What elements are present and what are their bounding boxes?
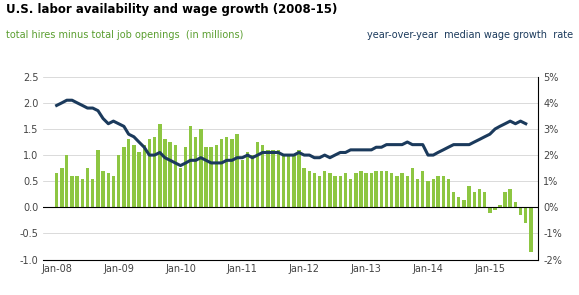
Bar: [472, 192, 476, 207]
Bar: [91, 178, 94, 207]
Bar: [514, 202, 517, 207]
Bar: [137, 153, 141, 207]
Bar: [297, 150, 301, 207]
Bar: [179, 168, 182, 207]
Bar: [421, 171, 424, 207]
Bar: [519, 207, 522, 215]
Bar: [437, 176, 439, 207]
Bar: [385, 171, 388, 207]
Bar: [478, 189, 481, 207]
Bar: [246, 153, 250, 207]
Bar: [261, 145, 265, 207]
Bar: [339, 176, 342, 207]
Text: U.S. labor availability and wage growth (2008-15): U.S. labor availability and wage growth …: [6, 3, 337, 16]
Bar: [401, 173, 404, 207]
Bar: [307, 171, 311, 207]
Bar: [503, 192, 507, 207]
Bar: [204, 147, 208, 207]
Bar: [380, 171, 383, 207]
Bar: [375, 171, 378, 207]
Bar: [467, 186, 471, 207]
Bar: [215, 145, 218, 207]
Bar: [65, 155, 68, 207]
Bar: [431, 178, 435, 207]
Bar: [498, 205, 501, 207]
Bar: [416, 178, 419, 207]
Bar: [426, 181, 430, 207]
Bar: [241, 160, 244, 207]
Bar: [292, 155, 295, 207]
Bar: [390, 173, 394, 207]
Text: total hires minus total job openings  (in millions): total hires minus total job openings (in…: [6, 30, 243, 40]
Bar: [75, 176, 79, 207]
Bar: [142, 145, 146, 207]
Bar: [457, 197, 460, 207]
Bar: [80, 178, 84, 207]
Bar: [488, 207, 492, 213]
Bar: [117, 155, 120, 207]
Bar: [158, 124, 162, 207]
Bar: [302, 168, 306, 207]
Bar: [395, 176, 398, 207]
Bar: [483, 192, 486, 207]
Bar: [86, 168, 89, 207]
Bar: [55, 173, 58, 207]
Bar: [127, 140, 130, 207]
Bar: [163, 140, 167, 207]
Bar: [230, 140, 234, 207]
Bar: [210, 147, 213, 207]
Bar: [112, 176, 115, 207]
Bar: [122, 147, 126, 207]
Bar: [277, 150, 280, 207]
Bar: [174, 145, 177, 207]
Bar: [411, 168, 414, 207]
Bar: [334, 176, 337, 207]
Bar: [524, 207, 527, 223]
Bar: [344, 173, 347, 207]
Bar: [60, 168, 64, 207]
Bar: [349, 178, 352, 207]
Bar: [107, 173, 110, 207]
Bar: [251, 155, 254, 207]
Bar: [236, 134, 239, 207]
Bar: [462, 199, 466, 207]
Bar: [529, 207, 533, 252]
Bar: [272, 150, 274, 207]
Bar: [266, 150, 270, 207]
Bar: [220, 140, 223, 207]
Bar: [199, 129, 203, 207]
Bar: [508, 189, 512, 207]
Bar: [256, 142, 259, 207]
Bar: [406, 176, 409, 207]
Bar: [493, 207, 497, 210]
Bar: [148, 140, 151, 207]
Bar: [323, 171, 327, 207]
Bar: [96, 150, 100, 207]
Bar: [189, 126, 192, 207]
Bar: [225, 137, 229, 207]
Bar: [354, 173, 357, 207]
Bar: [318, 176, 321, 207]
Bar: [101, 171, 105, 207]
Bar: [364, 173, 368, 207]
Bar: [71, 176, 74, 207]
Bar: [446, 178, 450, 207]
Bar: [194, 137, 197, 207]
Bar: [282, 155, 285, 207]
Bar: [313, 173, 316, 207]
Bar: [184, 147, 188, 207]
Bar: [132, 145, 135, 207]
Bar: [359, 171, 362, 207]
Bar: [452, 192, 455, 207]
Bar: [442, 176, 445, 207]
Bar: [153, 137, 156, 207]
Text: year-over-year  median wage growth  rate: year-over-year median wage growth rate: [367, 30, 573, 40]
Bar: [168, 142, 172, 207]
Bar: [328, 173, 332, 207]
Bar: [370, 173, 373, 207]
Bar: [287, 155, 290, 207]
